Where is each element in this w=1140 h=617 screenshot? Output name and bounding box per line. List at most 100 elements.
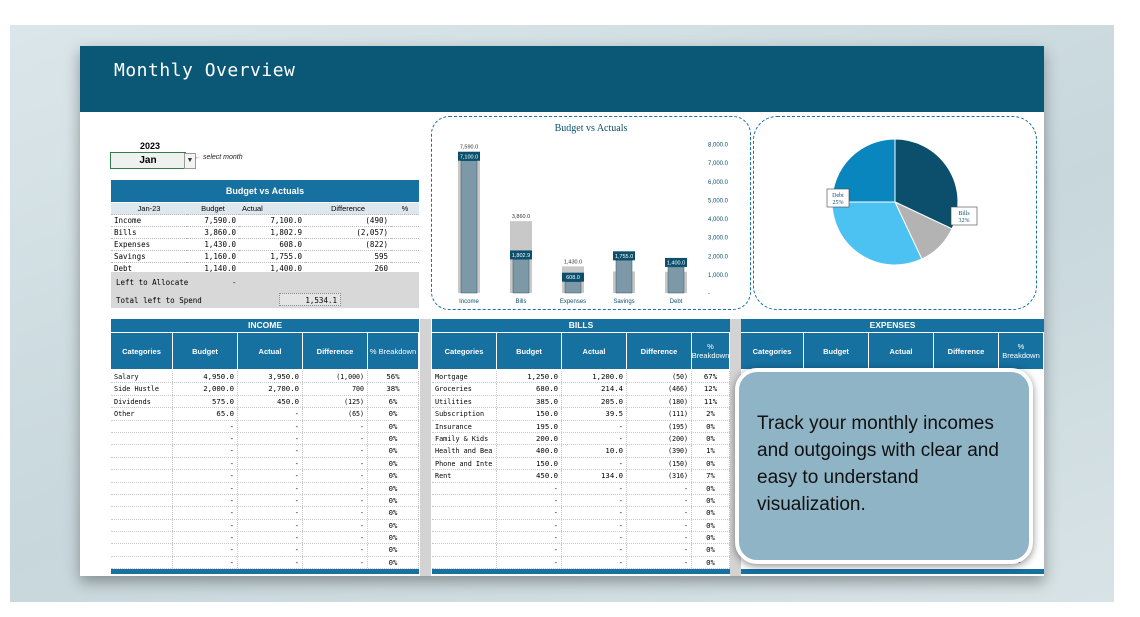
cell-actual: - [238, 470, 303, 482]
cell-actual: 10.0 [562, 445, 627, 457]
cell-actual: - [238, 507, 303, 519]
table-row: - - -0% [111, 445, 419, 458]
bva-row: Bills 3,860.0 1,802.9 (2,057) [111, 226, 419, 239]
pie-label-box [826, 188, 850, 208]
col-header-breakdown[interactable]: % Breakdown [999, 333, 1044, 369]
col-header-categories[interactable]: Categories [432, 333, 497, 369]
cell-breakdown: 0% [692, 457, 730, 470]
actual-bar [460, 160, 478, 294]
cell-budget: - [497, 507, 562, 519]
cell-difference: - [627, 494, 692, 507]
cell-budget: - [497, 544, 562, 556]
bva-cell-pct [391, 250, 419, 263]
table-row: - - -0% [432, 544, 730, 557]
cell-difference: - [303, 470, 368, 482]
actual-bar [564, 281, 582, 294]
actual-bar [512, 259, 530, 294]
cell-category: Mortgage [432, 371, 497, 383]
cell-category [111, 544, 173, 556]
table-row: - - -0% [432, 556, 730, 570]
bva-summary: Left to Allocate - Total left to Spend 1… [111, 272, 419, 308]
left-to-allocate-value: - [233, 278, 236, 287]
col-header-categories[interactable]: Categories [741, 333, 804, 369]
bills-footer-bar [432, 569, 730, 574]
table-row: Mortgage 1,250.0 1,200.0 (50) 67% [432, 371, 730, 384]
cell-actual: 450.0 [238, 395, 303, 408]
cell-category [432, 556, 497, 569]
col-header-breakdown[interactable]: % Breakdown [692, 333, 730, 369]
bva-header-row: Jan-23 Budget Actual Difference % [111, 203, 419, 215]
cell-breakdown: 0% [368, 556, 419, 569]
y-tick-label: 4,000.0 [708, 217, 729, 223]
col-header-categories[interactable]: Categories [111, 333, 173, 369]
table-row: Rent 450.0 134.0 (316) 7% [432, 470, 730, 483]
actual-label-box [613, 251, 635, 261]
cell-breakdown: 0% [368, 507, 419, 519]
cell-breakdown: 0% [368, 420, 419, 432]
cell-breakdown: 6% [368, 395, 419, 408]
cell-category [111, 494, 173, 507]
cell-difference: (111) [627, 408, 692, 420]
cell-difference: - [627, 544, 692, 556]
cell-breakdown: 0% [692, 532, 730, 544]
income-table-body: Salary 4,950.0 3,950.0 (1,000) 56% Side Hustl… [111, 371, 419, 570]
bva-row: Savings 1,160.0 1,755.0 595 [111, 250, 419, 263]
bills-table-body: Mortgage 1,250.0 1,200.0 (50) 67% Groceries 68… [432, 371, 730, 570]
cell-breakdown: 0% [368, 470, 419, 482]
cell-breakdown: 0% [692, 432, 730, 445]
cell-actual: 214.4 [562, 383, 627, 395]
table-row: Other 65.0- (65) 0% [111, 408, 419, 421]
table-row: - - -0% [111, 519, 419, 533]
bva-col-actual: Actual [239, 203, 305, 215]
cell-actual: 205.0 [562, 395, 627, 408]
actual-data-label: 608.0 [566, 275, 580, 281]
budget-data-label: 3,860.0 [512, 214, 530, 220]
budget-data-label: 7,590.0 [460, 145, 478, 151]
cell-actual: - [562, 494, 627, 507]
col-header-difference[interactable]: Difference [627, 333, 692, 369]
pie-label-text: Debt [832, 193, 844, 199]
cell-breakdown: 0% [368, 544, 419, 556]
cell-difference: - [303, 420, 368, 432]
table-row: Side Hustle 2,000.0 2,700.0 700 38% [111, 383, 419, 396]
month-select[interactable]: Jan [110, 152, 186, 169]
cell-actual: - [238, 519, 303, 532]
col-header-budget[interactable]: Budget [804, 333, 869, 369]
actual-data-label: 7,100.0 [460, 154, 478, 160]
table-row: Insurance 195.0- (195) 0% [432, 420, 730, 433]
y-tick-label: 5,000.0 [708, 198, 729, 204]
total-left-label: Total left to Spend [116, 296, 202, 305]
table-row: - - -0% [432, 494, 730, 508]
col-header-breakdown[interactable]: % Breakdown [368, 333, 419, 369]
table-row: Dividends 575.0 450.0 (125) 6% [111, 395, 419, 409]
cell-category [111, 532, 173, 544]
col-header-difference[interactable]: Difference [934, 333, 999, 369]
col-header-actual[interactable]: Actual [562, 333, 627, 369]
cell-budget: - [173, 420, 238, 432]
col-header-actual[interactable]: Actual [869, 333, 934, 369]
cell-breakdown: 0% [368, 519, 419, 532]
bva-cell-diff: (822) [305, 238, 391, 251]
cell-category: Health and Bea [432, 445, 497, 457]
callout-text: Track your monthly incomes and outgoings… [757, 413, 999, 515]
cell-category [111, 470, 173, 482]
cell-actual: 134.0 [562, 470, 627, 482]
col-header-budget[interactable]: Budget [173, 333, 238, 369]
cell-difference: (125) [303, 395, 368, 408]
table-row: - - -0% [111, 532, 419, 545]
cell-actual: 3,950.0 [238, 371, 303, 383]
col-header-actual[interactable]: Actual [238, 333, 303, 369]
expenses-footer-bar [741, 569, 1044, 574]
actual-data-label: 1,400.0 [667, 260, 685, 266]
year-label: 2023 [139, 141, 161, 151]
pie-label-text: Bills [958, 211, 970, 217]
cell-actual: - [238, 532, 303, 544]
cell-actual: - [562, 556, 627, 569]
table-row: - - -0% [111, 556, 419, 570]
table-row: Groceries 680.0 214.4 (466) 12% [432, 383, 730, 396]
cell-category: Salary [111, 371, 173, 383]
col-header-difference[interactable]: Difference [303, 333, 368, 369]
cell-category: Groceries [432, 383, 497, 395]
col-header-budget[interactable]: Budget [497, 333, 562, 369]
chevron-down-icon[interactable]: ▼ [184, 153, 196, 169]
